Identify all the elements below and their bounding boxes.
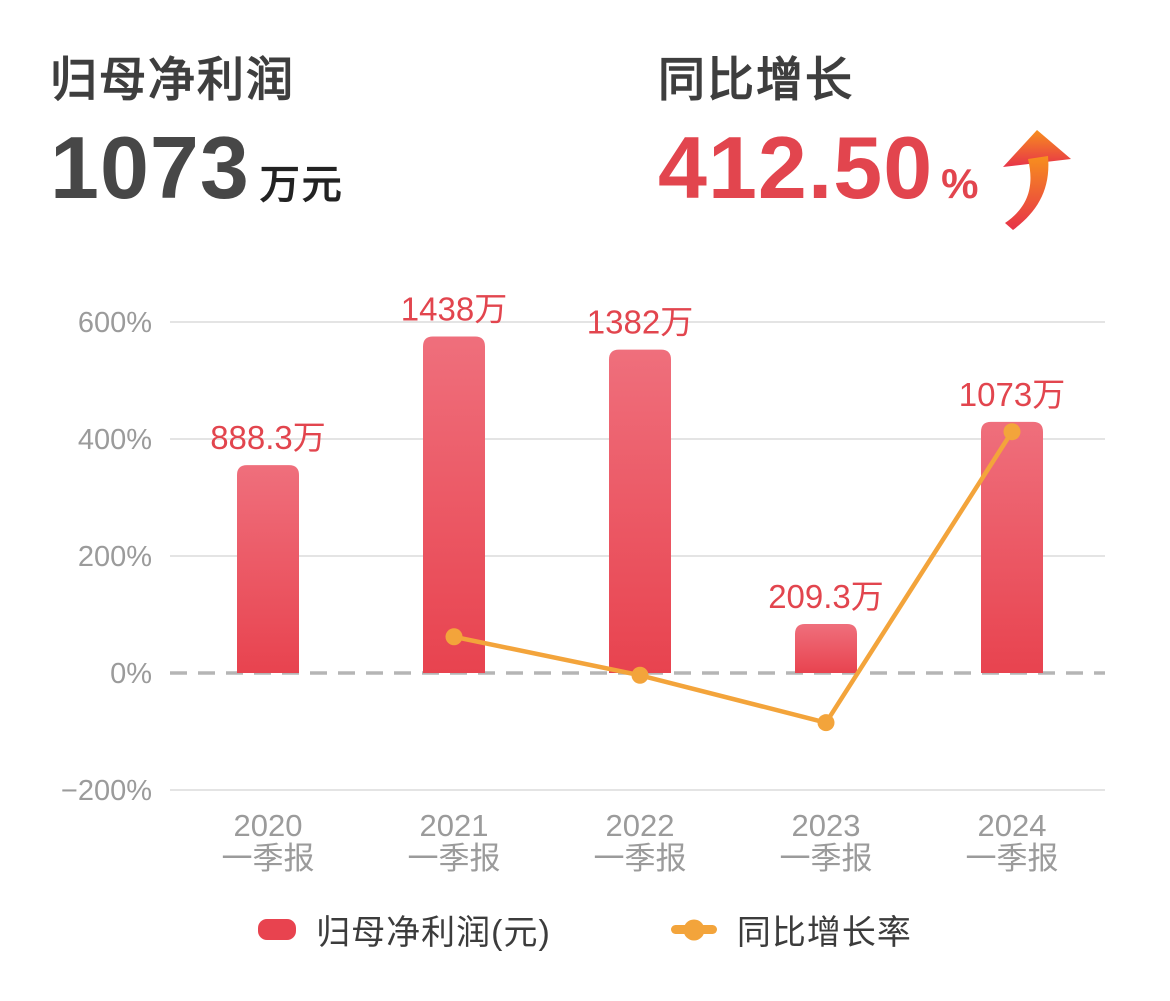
- net-profit-value: 1073: [50, 117, 250, 217]
- growth-point: [817, 714, 835, 732]
- net-profit-title: 归母净利润: [50, 53, 295, 106]
- x-tick-year: 2021: [420, 808, 489, 843]
- x-tick-year: 2020: [234, 808, 303, 843]
- x-tick-period: 一季报: [408, 841, 501, 876]
- x-tick-period: 一季报: [780, 841, 873, 876]
- bar-series-swatch-icon: [258, 919, 297, 940]
- profit-bar: [609, 349, 671, 673]
- growth-point: [1003, 423, 1021, 441]
- curved-up-arrow-icon: [995, 129, 1077, 235]
- y-tick-label: 600%: [78, 307, 152, 339]
- legend: 归母净利润(元) 同比增长率: [0, 905, 1170, 954]
- yoy-growth-summary: 同比增长 412.50 %: [658, 53, 1077, 230]
- x-tick-period: 一季报: [594, 841, 687, 876]
- net-profit-summary: 归母净利润 1073 万元: [50, 54, 344, 212]
- net-profit-unit: 万元: [259, 162, 344, 207]
- profit-bar: [795, 624, 857, 673]
- x-tick-year: 2023: [792, 808, 861, 843]
- bar-value-label: 888.3万: [210, 419, 326, 456]
- line-series-marker-icon: [670, 919, 717, 940]
- bar-value-label: 1073万: [959, 376, 1065, 413]
- profit-bar: [237, 465, 299, 673]
- x-tick-year: 2022: [606, 808, 675, 843]
- bar-value-label: 1382万: [587, 304, 693, 341]
- bar-value-label: 209.3万: [768, 578, 884, 615]
- profit-bar: [981, 421, 1043, 673]
- yoy-growth-value: 412.50: [658, 117, 934, 217]
- profit-bar: [423, 336, 485, 673]
- bar-value-label: 1438万: [401, 291, 507, 328]
- line-series-label: 同比增长率: [736, 914, 912, 952]
- x-tick-period: 一季报: [966, 841, 1059, 876]
- bar-series-label: 归母净利润(元): [316, 914, 551, 952]
- x-tick-period: 一季报: [222, 841, 315, 876]
- yoy-growth-title: 同比增长: [658, 53, 854, 106]
- x-tick-year: 2024: [978, 808, 1047, 843]
- legend-item-net-profit: 归母净利润(元): [258, 905, 551, 954]
- y-tick-label: 0%: [110, 658, 152, 690]
- yoy-growth-unit: %: [941, 159, 981, 207]
- legend-item-growth-rate: 同比增长率: [670, 905, 912, 954]
- y-tick-label: −200%: [61, 775, 152, 807]
- growth-line: [453, 430, 1014, 725]
- growth-point: [445, 628, 463, 646]
- growth-point: [631, 666, 649, 684]
- y-tick-label: 400%: [78, 424, 152, 456]
- y-tick-label: 200%: [78, 541, 152, 573]
